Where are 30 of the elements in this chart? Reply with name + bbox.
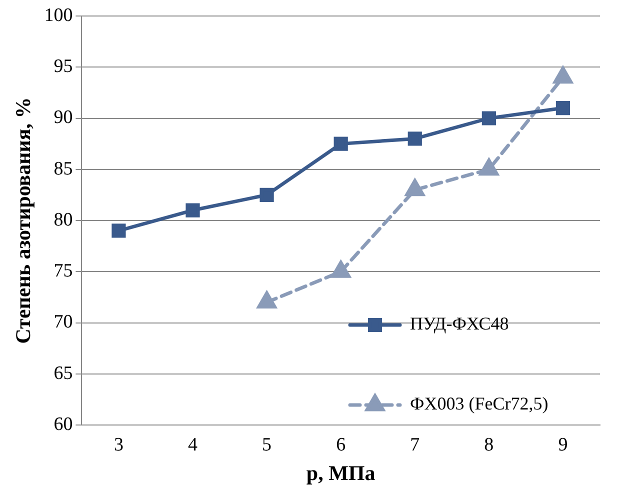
x-tick-label: 8	[484, 434, 494, 456]
y-tick-label: 65	[54, 362, 73, 384]
point	[556, 100, 570, 116]
y-tick-label: 60	[54, 414, 73, 435]
y-tick-label: 85	[54, 158, 73, 180]
point	[331, 260, 350, 278]
point	[405, 179, 424, 196]
y-tick-label: 80	[54, 209, 73, 230]
y-tick-label: 95	[54, 56, 73, 78]
x-tick-label: 5	[262, 434, 272, 456]
point	[186, 203, 200, 218]
legend-label: ФХ003 (FeCr72,5)	[410, 394, 548, 414]
y-tick-label: 100	[44, 4, 73, 26]
x-tick-label: 4	[188, 434, 198, 456]
point	[334, 136, 348, 151]
legend-label: ПУД-ФХС48	[410, 314, 509, 334]
point	[260, 188, 274, 202]
y-tick-label: 90	[54, 107, 73, 128]
point	[482, 111, 496, 126]
y-tick-label: 70	[54, 312, 73, 333]
y-axis-title: Степень азотирования, %	[11, 97, 36, 344]
x-tick-label: 3	[114, 434, 124, 456]
x-tick-label: 6	[336, 434, 346, 456]
point	[257, 292, 276, 309]
x-tick-label: 9	[558, 434, 568, 456]
x-axis-title: p, МПа	[306, 460, 376, 485]
y-tick-label: 75	[54, 260, 73, 282]
x-tick-label: 7	[410, 434, 420, 456]
point	[112, 224, 126, 238]
point	[408, 132, 422, 146]
